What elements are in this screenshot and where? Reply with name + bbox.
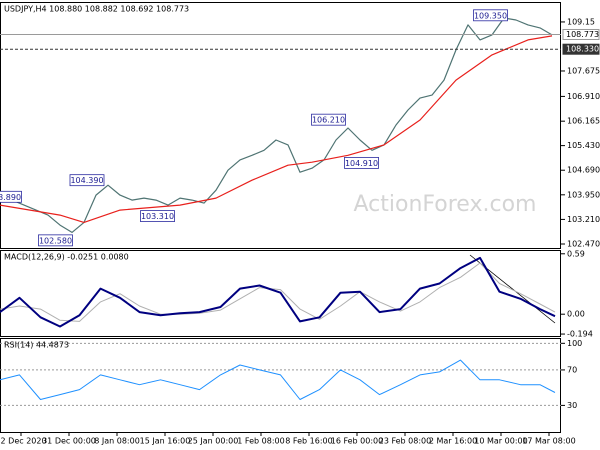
annotation-box <box>0 190 22 203</box>
y-tick-label: 104.690 <box>567 166 600 175</box>
annotation-box <box>473 9 508 22</box>
y-tick-label: 106.165 <box>567 117 600 126</box>
series-line <box>0 359 556 400</box>
y-tick-label: 0.00 <box>567 310 585 319</box>
price-label-box <box>562 28 600 40</box>
x-tick-label: 2 Mar 16:00 <box>429 437 477 446</box>
annotation-box <box>69 174 105 187</box>
annotation-label: 103.890 <box>0 193 21 202</box>
watermark: ActionForex.com <box>354 192 537 217</box>
x-tick-label: 8 Feb 16:00 <box>285 437 332 446</box>
annotation-box <box>344 156 379 169</box>
x-tick-label: 22 Dec 2020 <box>0 437 47 446</box>
panel-frame <box>0 338 561 433</box>
annotation-label: 102.580 <box>39 236 72 245</box>
y-tick-label: 107.675 <box>567 66 600 75</box>
annotation-label: 109.350 <box>474 11 507 20</box>
x-tick-label: 8 Jan 08:00 <box>94 437 140 446</box>
annotation-label: 106.210 <box>312 116 345 125</box>
series-line <box>0 17 553 233</box>
panel-frame <box>0 250 561 337</box>
series-line <box>0 256 556 328</box>
x-tick-label: 15 Jan 16:00 <box>140 437 191 446</box>
price-label-box <box>562 43 600 55</box>
plot-area <box>0 256 556 328</box>
y-tick-label: 100 <box>567 339 582 348</box>
plot-area <box>0 359 556 400</box>
annotation-box <box>311 113 346 126</box>
x-tick-label: 16 Feb 00:00 <box>331 437 383 446</box>
y-tick-label: 103.210 <box>567 215 600 224</box>
series-line <box>0 262 556 322</box>
y-tick-label: 0.59 <box>567 249 585 258</box>
annotation-box <box>38 234 73 247</box>
x-tick-label: 31 Dec 00:00 <box>42 437 96 446</box>
panel-frame <box>0 2 561 249</box>
panel-title: RSI(14) 44.4873 <box>4 341 69 350</box>
x-tick-label: 1 Feb 08:00 <box>237 437 284 446</box>
x-tick-label: 25 Jan 00:00 <box>188 437 239 446</box>
price-label: 108.773 <box>566 30 599 39</box>
y-tick-label: 102.470 <box>567 240 600 249</box>
annotation-label: 104.910 <box>345 159 378 168</box>
y-tick-label: 103.950 <box>567 190 600 199</box>
y-tick-label: 105.430 <box>567 141 600 150</box>
y-tick-label: 106.910 <box>567 92 600 101</box>
y-tick-label: 30 <box>567 401 577 410</box>
x-tick-label: 23 Feb 08:00 <box>379 437 431 446</box>
annotation-box <box>140 210 175 222</box>
annotation-label: 103.310 <box>141 212 174 221</box>
plot-area: 103.890 102.580 104.390 103.310 106.210 104.9… <box>0 9 553 247</box>
annotation-label: 104.390 <box>70 176 103 185</box>
price-label: 108.330 <box>566 45 599 54</box>
series-line <box>0 35 553 223</box>
panel-title: MACD(12,26,9) -0.0251 0.0080 <box>4 253 129 262</box>
x-tick-label: 17 Mar 08:00 <box>522 437 575 446</box>
y-tick-label: 109.15 <box>567 17 595 26</box>
x-tick-label: 10 Mar 00:00 <box>474 437 527 446</box>
y-tick-label: -0.194 <box>567 330 593 339</box>
y-tick-label: 70 <box>567 365 577 374</box>
panel-title: USDJPY,H4 108.880 108.882 108.692 108.77… <box>4 5 189 14</box>
